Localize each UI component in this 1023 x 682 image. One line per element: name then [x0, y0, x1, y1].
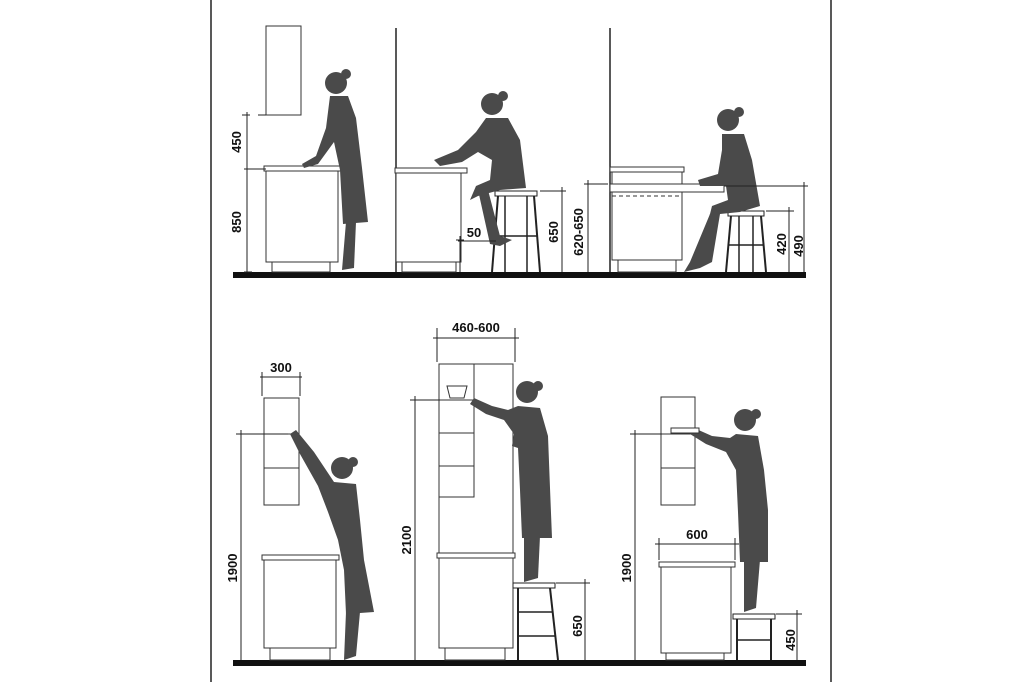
- base-cabinet: [660, 565, 732, 654]
- bottom-panel-2: 460-600 2100 650: [399, 320, 590, 661]
- dim-step-height: 450: [783, 629, 798, 651]
- bottom-panel-3: 600 1900 450: [619, 396, 802, 661]
- wall-cabinet: [265, 25, 302, 116]
- low-stool: [725, 210, 767, 273]
- woman-on-stool-figure: [470, 381, 552, 582]
- countertop: [609, 166, 685, 173]
- dim-counter-depth: 600: [686, 527, 708, 542]
- countertop: [436, 552, 516, 559]
- countertop: [263, 165, 342, 172]
- bottom-floor-line: [233, 660, 806, 666]
- cabinet-plinth: [269, 647, 331, 661]
- cabinet-plinth: [665, 652, 725, 661]
- cabinet-plinth: [401, 261, 457, 273]
- high-stool: [491, 190, 541, 273]
- dim-knee-offset: 50: [467, 225, 481, 240]
- dim-cabinet-depth: 300: [270, 360, 292, 375]
- base-cabinet: [395, 171, 462, 263]
- bottom-panel-1: 300 1900: [225, 360, 374, 661]
- dim-cabinet-depth: 460-600: [452, 320, 500, 335]
- base-cabinet: [265, 168, 339, 263]
- open-shelf-column: [438, 363, 475, 498]
- woman-on-low-step-figure: [690, 409, 768, 612]
- standing-woman-figure: [302, 69, 368, 270]
- low-step-stool: [732, 613, 776, 660]
- dim-counter-height-range: 620-650: [571, 208, 586, 256]
- top-panel-2: 50 650 620-650: [394, 91, 608, 273]
- dim-reach-height: 1900: [619, 554, 634, 583]
- top-panel-1: 450 850: [229, 25, 368, 273]
- reaching-woman-figure: [290, 430, 374, 660]
- base-cabinet: [438, 556, 514, 649]
- dim-counter-height: 850: [229, 211, 244, 233]
- cabinet-plinth: [444, 647, 506, 661]
- countertop: [394, 167, 468, 174]
- cabinet-plinth: [617, 259, 677, 273]
- dim-stool-height: 650: [546, 221, 561, 243]
- wall-cabinet: [263, 397, 300, 506]
- countertop: [261, 554, 340, 561]
- top-floor-line: [233, 272, 806, 278]
- cabinet-plinth: [271, 261, 331, 273]
- countertop: [658, 561, 736, 568]
- bowl-on-shelf: [446, 385, 468, 399]
- dim-step-height: 650: [570, 615, 585, 637]
- pull-out-table: [609, 183, 725, 193]
- seated-woman-figure: [434, 91, 526, 246]
- base-cabinet: [263, 558, 337, 649]
- dim-reach-height: 1900: [225, 554, 240, 583]
- dim-table-height: 490: [791, 235, 806, 257]
- dim-upper-clearance: 450: [229, 131, 244, 153]
- seated-woman-low-figure: [684, 107, 760, 272]
- item-on-cabinet: [670, 427, 700, 434]
- dim-reach-height: 2100: [399, 526, 414, 555]
- wall-cabinet: [660, 396, 696, 506]
- top-panel-3: 420 490: [609, 107, 808, 273]
- dim-stool-height: 420: [774, 233, 789, 255]
- step-stool: [512, 582, 559, 661]
